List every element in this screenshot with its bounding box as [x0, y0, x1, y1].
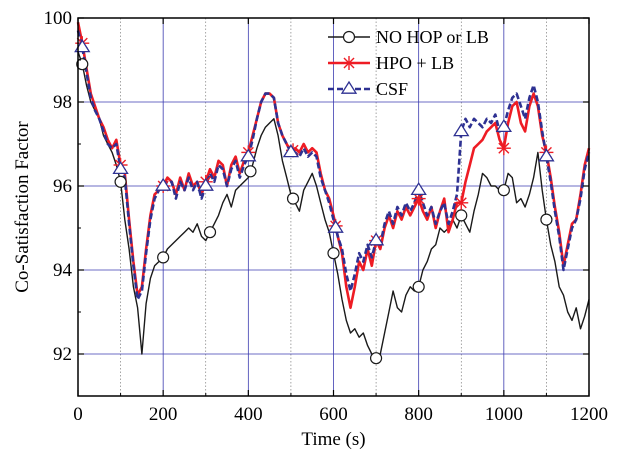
plot-series — [74, 21, 591, 365]
data-point-marker — [114, 175, 127, 188]
y-tick-label: 92 — [53, 344, 72, 365]
data-point-marker — [412, 280, 425, 293]
x-tick-label: 1000 — [485, 404, 523, 425]
data-point-marker — [453, 123, 470, 137]
data-point-marker — [76, 58, 89, 71]
x-tick-label: 800 — [404, 404, 433, 425]
data-point-marker — [540, 213, 553, 226]
data-point-marker — [369, 352, 383, 365]
legend-marker-circle — [342, 30, 356, 44]
y-tick-label: 98 — [53, 92, 72, 113]
legend: NO HOP or LB HPO + LB CSF — [328, 27, 489, 99]
data-point-marker — [282, 144, 300, 158]
data-point-marker — [74, 39, 91, 53]
data-point-marker — [244, 165, 257, 178]
data-point-marker — [410, 181, 427, 196]
legend-item-csf: CSF — [328, 79, 408, 99]
data-point-marker — [497, 184, 510, 197]
x-tick-label: 400 — [234, 404, 263, 425]
data-point-marker — [496, 141, 511, 156]
x-tick-label: 1200 — [570, 404, 608, 425]
x-tick-label: 600 — [319, 404, 348, 425]
x-tick-label: 0 — [73, 404, 83, 425]
axis-ticks: 0 200 400 600 800 1000 1200 92 94 96 98 100 — [44, 8, 609, 425]
data-point-marker — [203, 226, 217, 239]
data-point-marker — [367, 232, 385, 246]
legend-marker-shape — [340, 80, 358, 94]
y-tick-label: 100 — [44, 8, 73, 29]
x-tick-label: 200 — [149, 404, 178, 425]
legend-item-no-hop: NO HOP or LB — [328, 27, 489, 47]
legend-item-hpo-lb: HPO + LB — [328, 53, 454, 73]
y-axis-title: Co-Satisfaction Factor — [12, 121, 33, 293]
legend-label-hpo-lb: HPO + LB — [376, 53, 454, 73]
data-point-marker — [454, 195, 469, 210]
y-tick-label: 94 — [53, 260, 73, 281]
data-point-marker — [240, 148, 257, 162]
data-point-marker — [197, 177, 214, 191]
data-point-marker — [157, 251, 170, 264]
data-point-marker — [455, 209, 468, 222]
data-point-marker — [495, 118, 513, 133]
legend-label-csf: CSF — [376, 79, 408, 99]
legend-marker-triangle — [340, 80, 358, 94]
grid-lines — [78, 18, 589, 396]
data-point-marker — [538, 148, 555, 162]
data-point-marker — [327, 219, 344, 233]
legend-marker-shape — [342, 56, 356, 70]
data-point-marker — [286, 192, 300, 205]
data-point-marker — [112, 160, 129, 175]
legend-label-no-hop: NO HOP or LB — [376, 27, 489, 47]
legend-marker-shape — [342, 30, 356, 44]
x-axis-title: Time (s) — [301, 429, 365, 450]
y-tick-label: 96 — [53, 176, 72, 197]
data-point-marker — [154, 177, 172, 191]
legend-marker-asterisk — [342, 56, 356, 70]
data-point-marker — [327, 247, 340, 260]
